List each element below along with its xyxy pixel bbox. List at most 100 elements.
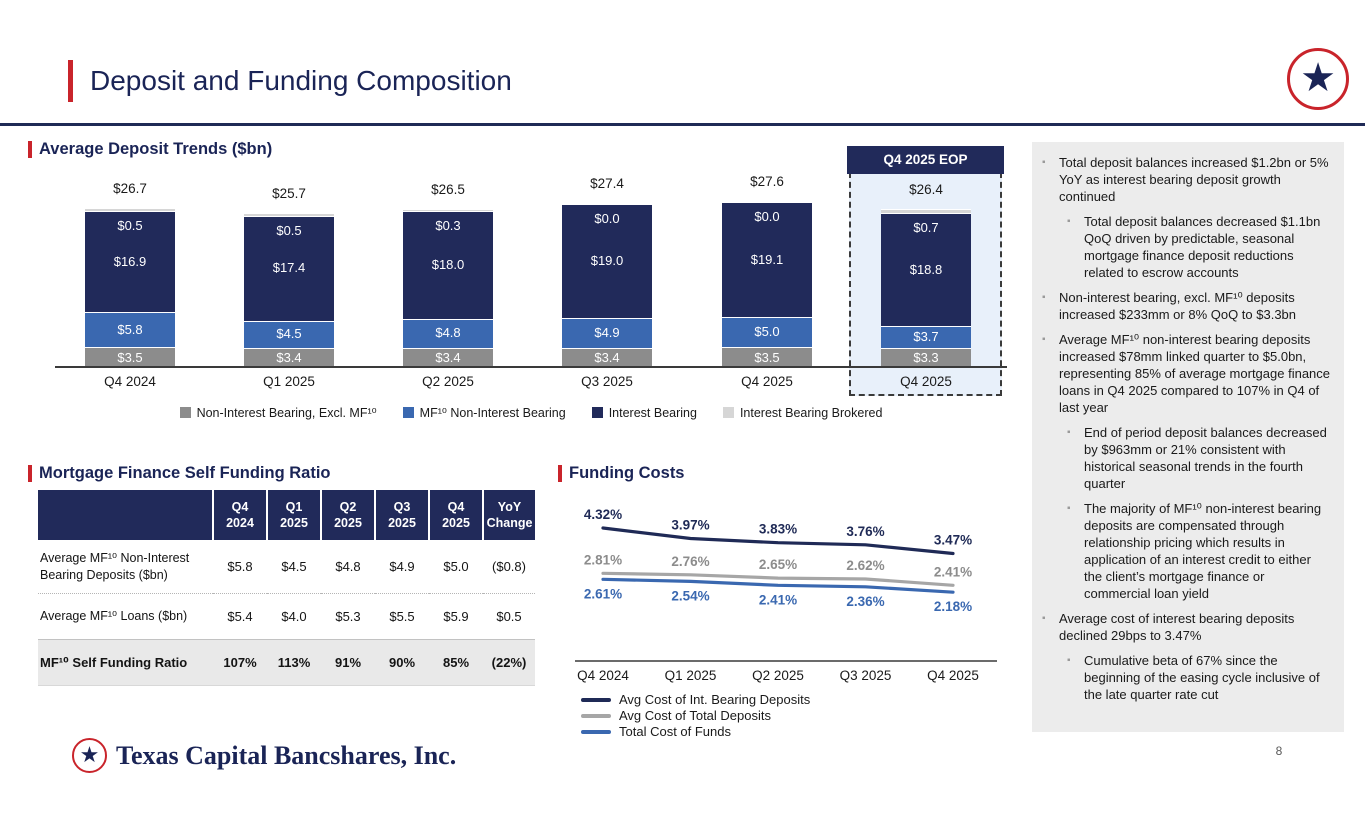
funding-legend-swatch (581, 729, 611, 734)
funding-section-heading: Funding Costs (558, 464, 684, 483)
bar-total-label: $25.7 (272, 186, 306, 202)
bullet-icon: ▪ (1067, 216, 1071, 227)
legend-swatch (591, 407, 603, 418)
star-icon: ★ (1300, 55, 1336, 100)
table-cell: 91% (321, 639, 375, 686)
company-logo: ★ (1287, 48, 1349, 110)
bar-value-label: $0.3 (435, 217, 461, 233)
bar-segment (85, 312, 175, 347)
table-row: Average MF¹⁰ Loans ($bn) $5.4 $4.0 $5.3 $5.5… (38, 594, 535, 640)
bar-category-label: Q4 2025 (900, 374, 952, 389)
bar-value-label: $19.1 (750, 251, 784, 267)
bar-value-label: $18.0 (431, 256, 465, 272)
bullet-icon: ▪ (1042, 292, 1046, 303)
sidebar-bullet-text: Average cost of interest bearing deposit… (1059, 611, 1295, 643)
sidebar-bullet-text: Average MF¹⁰ non-interest bearing deposi… (1059, 332, 1331, 415)
legend-label: Non-Interest Bearing, Excl. MF¹⁰ (196, 406, 377, 420)
legend-label: Interest Bearing Brokered (739, 405, 883, 420)
bar-total-label: $26.7 (113, 180, 147, 196)
funding-chart-svg: Q4 2024 Q1 2025 Q2 2025 Q3 2025 Q4 2025 4.32%… (575, 507, 997, 683)
bar-value-label: $5.8 (117, 321, 143, 337)
table-cell: 85% (429, 639, 483, 686)
deposit-chart-legend: Non-Interest Bearing, Excl. MF¹⁰ MF¹⁰ Non… (55, 405, 1007, 420)
bar-segment (881, 209, 971, 214)
sidebar-bullet-text: End of period deposit balances decreased… (1084, 425, 1327, 491)
footer-logo: ★ Texas Capital Bancshares, Inc. (72, 738, 456, 773)
legend-item: Non-Interest Bearing, Excl. MF¹⁰ (179, 405, 377, 420)
funding-point-label: 2.76% (671, 554, 709, 569)
bar-segment (722, 317, 812, 347)
sidebar-bullet-text: Non-interest bearing, excl. MF¹⁰ deposit… (1059, 290, 1297, 322)
bar-value-label: $3.5 (117, 349, 143, 365)
bar-segment (562, 347, 652, 368)
funding-line-series (601, 577, 955, 594)
table-cell: $4.0 (281, 609, 307, 624)
funding-section-title: Funding Costs (569, 464, 685, 482)
bar-value-label: $16.9 (113, 253, 147, 269)
sidebar-bullet-item: ▪ Average cost of interest bearing deposi… (1042, 610, 1332, 644)
sidebar-bullet-item: ▪ Average MF¹⁰ non-interest bearing depos… (1042, 331, 1332, 416)
table-row-label: Average MF¹⁰ Non-Interest Bearing Deposi… (38, 540, 213, 594)
table-cell: ($0.8) (483, 540, 535, 594)
bar-segment (881, 326, 971, 349)
funding-legend-swatch (581, 713, 611, 718)
bar-value-label: $4.8 (435, 325, 461, 341)
deposit-chart-axis (55, 366, 1007, 368)
legend-label: Interest Bearing (608, 405, 697, 420)
table-cell: $4.5 (267, 540, 321, 594)
legend-swatch (722, 407, 734, 418)
table-row: MF¹⁰ Self Funding Ratio 107% 113% 91% 90% 85%… (38, 639, 535, 686)
table-header-cell: YoY Change (482, 490, 535, 540)
red-accent-bar (28, 141, 32, 158)
table-row-label: Average MF¹⁰ Loans ($bn) (40, 609, 188, 624)
funding-line-series (601, 571, 955, 587)
sidebar-bullet-item: ▪ Non-interest bearing, excl. MF¹⁰ deposi… (1042, 289, 1332, 323)
bar-value-label: $17.4 (272, 260, 306, 276)
bar-segment (85, 347, 175, 368)
funding-point-label: 2.54% (671, 588, 709, 603)
eop-header: Q4 2025 EOP (847, 146, 1004, 174)
funding-legend-item: Avg Cost of Int. Bearing Deposits (581, 693, 810, 706)
bar-segment (244, 216, 334, 321)
table-cell: $0.5 (496, 609, 522, 624)
funding-point-label: 2.61% (584, 586, 622, 601)
bar-segment (403, 347, 493, 368)
bar-value-label: $3.4 (435, 349, 461, 365)
sidebar-bullet-text: Cumulative beta of 67% since the beginni… (1084, 653, 1320, 702)
table-cell: 90% (375, 639, 429, 686)
bar-category-label: Q4 2025 (741, 374, 793, 389)
funding-axis-label: Q2 2025 (752, 668, 804, 683)
funding-legend-label: Total Cost of Funds (619, 724, 731, 739)
red-accent-bar (558, 465, 562, 482)
page-title: Deposit and Funding Composition (90, 65, 512, 96)
sidebar-bullet-item: ▪ Cumulative beta of 67% since the beginn… (1067, 652, 1332, 703)
bullet-icon: ▪ (1042, 613, 1046, 624)
bar-value-label: $0.0 (754, 209, 780, 225)
sidebar-bullet-item: ▪ Total deposit balances decreased $1.1bn… (1067, 213, 1332, 281)
funding-point-label: 2.41% (759, 592, 797, 607)
bar-segment (403, 209, 493, 211)
table-header-cell: Q3 2025 (374, 490, 429, 540)
bar-value-label: $0.5 (117, 217, 143, 233)
table-cell: 107% (213, 639, 267, 686)
sidebar-bullet-text: Total deposit balances increased $1.2bn … (1059, 155, 1329, 204)
legend-label: MF¹⁰ Non-Interest Bearing (419, 406, 566, 420)
bar-value-label: $3.3 (913, 350, 939, 366)
table-row: Average MF¹⁰ Non-Interest Bearing Deposi… (38, 540, 535, 594)
bar-value-label: $3.7 (913, 329, 939, 345)
bar-segment (722, 202, 812, 317)
funding-chart-legend: Avg Cost of Int. Bearing Deposits Avg Cos… (581, 693, 810, 738)
header-divider (0, 123, 1365, 126)
table-cell: $5.0 (429, 540, 483, 594)
funding-legend-item: Avg Cost of Total Deposits (581, 709, 810, 722)
bar-total-label: $26.5 (431, 182, 465, 197)
funding-point-label: 3.97% (671, 518, 709, 533)
bar-segment (403, 318, 493, 348)
funding-legend-label: Avg Cost of Int. Bearing Deposits (619, 692, 811, 707)
table-cell: $5.8 (213, 540, 267, 594)
bullet-icon: ▪ (1042, 334, 1046, 345)
funding-axis-label: Q4 2025 (927, 668, 979, 683)
bar-total-label: $27.4 (590, 175, 624, 191)
table-cell: $5.5 (389, 609, 415, 624)
bar-total-label: $27.6 (750, 173, 784, 189)
